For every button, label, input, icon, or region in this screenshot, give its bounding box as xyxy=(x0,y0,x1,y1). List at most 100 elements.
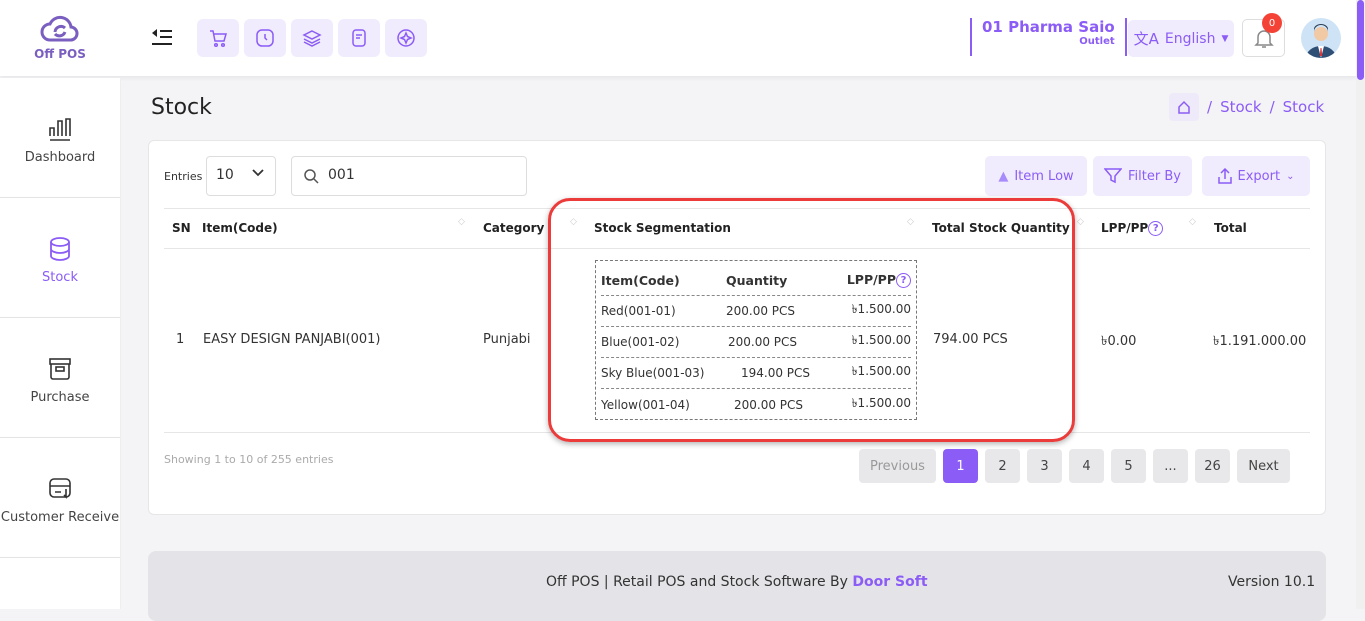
cart-button[interactable] xyxy=(197,19,239,57)
cell-sn: 1 xyxy=(176,332,185,347)
footer-brand-link[interactable]: Door Soft xyxy=(852,574,928,590)
next-button[interactable]: Next xyxy=(1237,449,1290,483)
outlet-label: Outlet xyxy=(1079,36,1115,47)
column-header-category[interactable]: Category xyxy=(483,221,545,235)
sort-icon[interactable]: ◇ xyxy=(1077,217,1084,227)
sort-icon[interactable]: ◇ xyxy=(1189,217,1196,227)
chevron-down-icon xyxy=(251,165,265,183)
logo[interactable]: Off POS xyxy=(30,14,90,61)
segmentation-row: Blue(001-02) 200.00 PCS ৳1.500.00 xyxy=(601,327,911,358)
seg-qty: 200.00 PCS xyxy=(726,304,796,318)
segmentation-table: Item(Code) Quantity LPP/PP? Red(001-01) 2… xyxy=(595,260,917,420)
previous-button[interactable]: Previous xyxy=(859,449,936,483)
seg-header: LPP/PP xyxy=(846,272,896,287)
seg-lpp: ৳1.500.00 xyxy=(851,395,911,410)
outlet-selector[interactable]: 01 Pharma Saio Outlet xyxy=(970,18,1127,56)
breadcrumb: / Stock / Stock xyxy=(1169,93,1324,121)
column-header-item[interactable]: Item(Code) xyxy=(202,221,278,235)
seg-item: Sky Blue(001-03) xyxy=(601,366,705,380)
filter-by-button[interactable]: Filter By xyxy=(1093,156,1192,196)
sidebar-item-label: Stock xyxy=(42,270,78,285)
button-label: Filter By xyxy=(1128,168,1181,184)
scrollbar[interactable] xyxy=(1356,0,1365,609)
column-header-total-stock-quantity[interactable]: Total Stock Quantity xyxy=(932,221,1070,235)
help-icon[interactable]: ? xyxy=(1148,221,1164,236)
notes-button[interactable] xyxy=(338,19,380,57)
cell-category: Punjabi xyxy=(483,332,531,347)
page-button[interactable]: 4 xyxy=(1069,449,1104,483)
language-selector[interactable]: 文A English ▼ xyxy=(1128,20,1234,57)
upload-icon xyxy=(1217,168,1232,184)
page-button[interactable]: 3 xyxy=(1027,449,1062,483)
header-label: LPP/PP xyxy=(1101,221,1149,235)
compass-button[interactable] xyxy=(385,19,427,57)
layers-button[interactable] xyxy=(291,19,333,57)
cell-total: ৳1.191.000.00 xyxy=(1213,334,1307,349)
breadcrumb-item[interactable]: Stock xyxy=(1220,98,1262,116)
divider xyxy=(164,248,1310,249)
segmentation-row: Sky Blue(001-03) 194.00 PCS ৳1.500.00 xyxy=(601,358,911,389)
seg-lpp: ৳1.500.00 xyxy=(851,302,911,316)
segmentation-header: Item(Code) Quantity LPP/PP? xyxy=(601,265,911,296)
highlight-annotation xyxy=(548,198,1075,442)
seg-item: Yellow(001-04) xyxy=(601,397,690,412)
caret-down-icon: ▼ xyxy=(1221,33,1229,44)
breadcrumb-separator: / xyxy=(1207,98,1213,116)
seg-lpp: ৳1.500.00 xyxy=(851,364,911,378)
sidebar-item-purchase[interactable]: Purchase xyxy=(0,318,120,438)
sidebar-item-stock[interactable]: Stock xyxy=(0,198,120,318)
avatar[interactable] xyxy=(1301,18,1341,58)
page-button[interactable]: 2 xyxy=(985,449,1020,483)
sort-icon[interactable]: ◇ xyxy=(570,217,577,227)
page-title: Stock xyxy=(151,95,212,120)
button-label: Export xyxy=(1237,168,1281,184)
page-button[interactable]: 26 xyxy=(1195,449,1230,483)
sidebar-item-customer-receive[interactable]: Customer Receive xyxy=(0,438,120,558)
chart-icon xyxy=(49,118,71,141)
menu-collapse-icon[interactable] xyxy=(151,28,173,50)
sort-icon[interactable]: ◇ xyxy=(458,217,465,227)
seg-lpp: ৳1.500.00 xyxy=(851,333,911,347)
export-button[interactable]: Export ⌄ xyxy=(1202,156,1310,196)
receive-icon xyxy=(49,478,71,499)
archive-icon xyxy=(49,358,71,380)
clock-icon xyxy=(256,29,274,47)
column-header-total[interactable]: Total xyxy=(1214,221,1247,235)
breadcrumb-item: Stock xyxy=(1282,98,1325,116)
column-header-stock-segmentation[interactable]: Stock Segmentation xyxy=(594,221,731,235)
column-header-sn[interactable]: SN xyxy=(172,221,191,235)
filter-icon xyxy=(1104,168,1123,184)
footer-label: Off POS | Retail POS and Stock Software … xyxy=(546,574,853,590)
column-header-lpp[interactable]: LPP/PP? xyxy=(1101,221,1164,236)
cell-lpp: ৳0.00 xyxy=(1101,334,1137,349)
search-input[interactable]: 001 xyxy=(291,156,527,196)
page-button[interactable]: 1 xyxy=(943,449,978,483)
page-button[interactable]: 5 xyxy=(1111,449,1146,483)
footer-text: Off POS | Retail POS and Stock Software … xyxy=(546,574,928,590)
divider xyxy=(164,432,1310,433)
logo-text: Off POS xyxy=(34,47,86,61)
seg-item: Red(001-01) xyxy=(601,304,676,318)
sidebar-item-dashboard[interactable]: Dashboard xyxy=(0,78,120,198)
notes-icon xyxy=(352,29,366,47)
sidebar-item-label: Purchase xyxy=(30,390,90,405)
sort-icon[interactable]: ◇ xyxy=(907,217,914,227)
pagination-info: Showing 1 to 10 of 255 entries xyxy=(164,453,334,466)
version-label: Version 10.1 xyxy=(1228,574,1316,590)
notification-badge: 0 xyxy=(1262,13,1282,33)
entries-value: 10 xyxy=(216,167,234,183)
entries-select[interactable]: 10 xyxy=(206,156,276,196)
help-icon[interactable]: ? xyxy=(896,273,911,288)
seg-header: Item(Code) xyxy=(601,272,680,288)
seg-item: Blue(001-02) xyxy=(601,335,680,349)
page-ellipsis: ... xyxy=(1153,449,1188,483)
clock-button[interactable] xyxy=(244,19,286,57)
cloud-sync-icon xyxy=(40,15,79,42)
home-icon[interactable] xyxy=(1169,93,1199,121)
database-icon xyxy=(50,237,70,261)
item-low-button[interactable]: ▲ Item Low xyxy=(985,156,1087,196)
language-value: English xyxy=(1164,30,1216,47)
sidebar-item-label: Dashboard xyxy=(24,150,96,165)
cart-icon xyxy=(210,30,227,48)
outlet-name: 01 Pharma Saio xyxy=(982,18,1115,36)
